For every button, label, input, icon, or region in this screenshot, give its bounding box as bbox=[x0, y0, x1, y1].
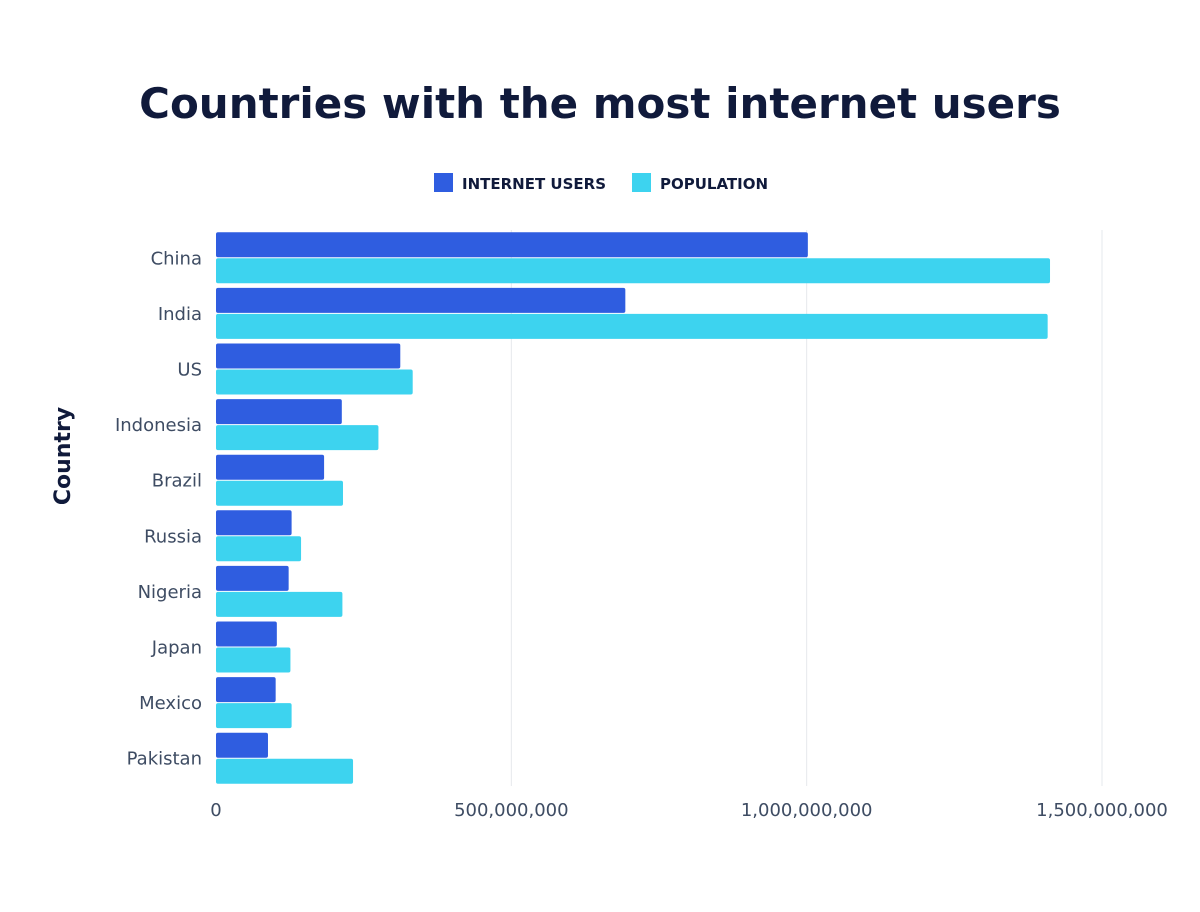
category-label: Brazil bbox=[152, 471, 202, 492]
bar-japan-population bbox=[216, 647, 291, 673]
legend: INTERNET USERS POPULATION bbox=[434, 173, 768, 193]
legend-label: INTERNET USERS bbox=[462, 175, 606, 193]
bar-india-population bbox=[216, 313, 1048, 339]
bar-india-internet-users bbox=[216, 287, 626, 313]
bar-nigeria-population bbox=[216, 591, 343, 617]
bar-indonesia-internet-users bbox=[216, 399, 342, 425]
legend-label: POPULATION bbox=[660, 175, 768, 193]
category-label: Indonesia bbox=[115, 415, 202, 436]
bar-pakistan-internet-users bbox=[216, 732, 268, 758]
category-label: India bbox=[158, 304, 202, 325]
bar-russia-internet-users bbox=[216, 510, 292, 536]
category-label: Pakistan bbox=[127, 749, 202, 770]
legend-swatch bbox=[632, 173, 651, 192]
category-label: Mexico bbox=[139, 693, 202, 714]
bar-japan-internet-users bbox=[216, 621, 277, 647]
category-label: US bbox=[177, 360, 202, 381]
bar-us-population bbox=[216, 369, 413, 395]
bar-china-internet-users bbox=[216, 232, 808, 258]
x-tick-label: 1,500,000,000 bbox=[1036, 800, 1168, 821]
category-label: Japan bbox=[151, 638, 202, 659]
x-tick-label: 1,000,000,000 bbox=[741, 800, 873, 821]
category-label: Russia bbox=[144, 526, 202, 547]
bar-pakistan-population bbox=[216, 758, 354, 784]
bar-indonesia-population bbox=[216, 425, 379, 451]
y-axis-title: Country bbox=[51, 407, 76, 505]
bar-russia-population bbox=[216, 536, 302, 562]
x-tick-label: 0 bbox=[210, 800, 221, 821]
category-label: Nigeria bbox=[138, 582, 202, 603]
bar-brazil-population bbox=[216, 480, 343, 506]
category-label: China bbox=[151, 248, 202, 269]
bar-mexico-population bbox=[216, 703, 292, 729]
x-axis-ticks: 0 500,000,000 1,000,000,000 1,500,000,000 bbox=[210, 800, 1168, 821]
x-tick-label: 500,000,000 bbox=[454, 800, 569, 821]
chart-title: Countries with the most internet users bbox=[139, 79, 1061, 128]
bar-brazil-internet-users bbox=[216, 454, 325, 480]
category-labels: China India US Indonesia Brazil Russia Nigeria… bbox=[115, 248, 202, 769]
bar-us-internet-users bbox=[216, 343, 401, 369]
bar-china-population bbox=[216, 258, 1051, 284]
legend-swatch bbox=[434, 173, 453, 192]
gridlines bbox=[510, 230, 1103, 786]
bar-mexico-internet-users bbox=[216, 677, 276, 703]
bars bbox=[216, 232, 1051, 784]
bar-nigeria-internet-users bbox=[216, 565, 289, 591]
